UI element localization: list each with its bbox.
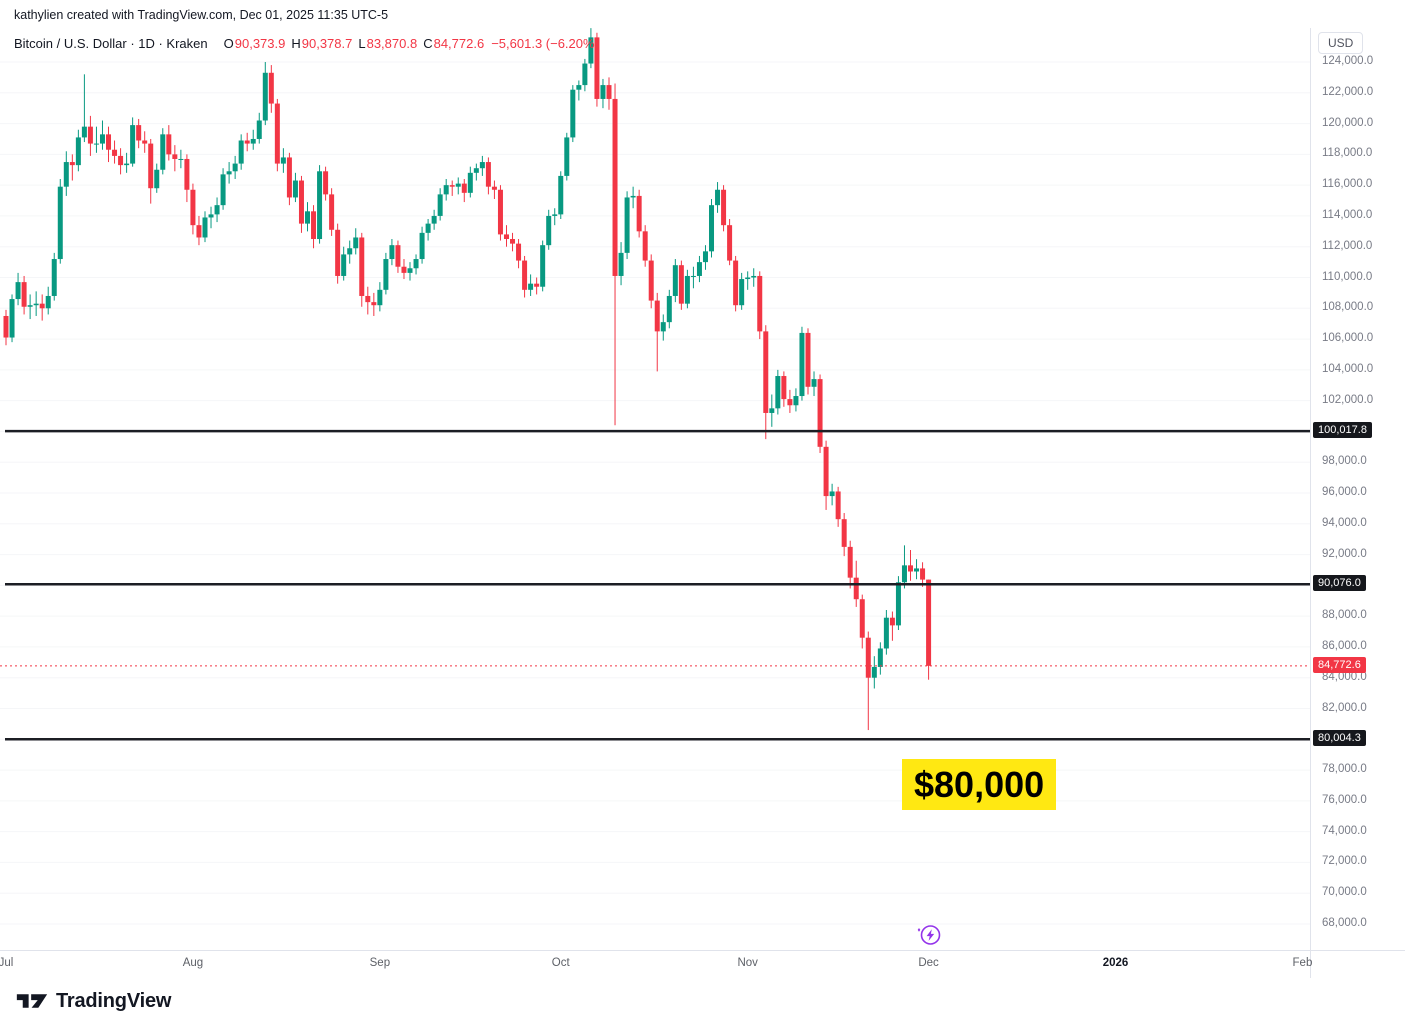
currency-unit-button[interactable]: USD xyxy=(1318,32,1364,54)
lightning-event-icon[interactable] xyxy=(915,922,943,948)
price-tick-label: 124,000.0 xyxy=(1322,55,1374,67)
price-tick-label: 122,000.0 xyxy=(1322,85,1374,98)
time-axis-label: Dec xyxy=(918,957,939,969)
spark-icon xyxy=(917,928,921,932)
level-price-label: 90,076.0 xyxy=(1313,575,1366,592)
price-tick-label: 112,000.0 xyxy=(1322,239,1373,252)
price-annotation[interactable]: $80,000 xyxy=(902,759,1057,810)
time-axis[interactable]: Jul Aug Sep Oct Nov Dec 2026 Feb xyxy=(0,950,1405,978)
price-tick-label: 68,000.0 xyxy=(1322,917,1367,929)
horizontal-level-lines[interactable] xyxy=(5,429,1310,741)
time-axis-label: Feb xyxy=(1292,957,1313,969)
price-tick-label: 88,000.0 xyxy=(1322,609,1367,622)
time-axis-label: Aug xyxy=(182,957,204,969)
chart-legend: Bitcoin / U.S. Dollar · 1D · Kraken O90,3… xyxy=(14,36,599,51)
price-tick-label: 106,000.0 xyxy=(1322,332,1374,345)
time-axis-label: Sep xyxy=(369,957,391,969)
legend-close-label: C xyxy=(423,36,433,51)
tradingview-logo[interactable]: TradingView xyxy=(16,989,171,1013)
price-tick-label: 72,000.0 xyxy=(1322,855,1367,868)
time-axis-label: Oct xyxy=(551,957,570,969)
legend-open-label: O xyxy=(223,36,234,51)
level-price-label: 100,017.8 xyxy=(1313,422,1372,439)
legend-low-value: 83,870.8 xyxy=(366,36,418,51)
price-tick-label: 78,000.0 xyxy=(1322,763,1367,776)
price-tick-label: 110,000.0 xyxy=(1322,270,1373,283)
price-tick-label: 86,000.0 xyxy=(1322,639,1367,652)
legend-low-label: L xyxy=(358,36,366,51)
price-tick-label: 104,000.0 xyxy=(1322,362,1374,375)
legend-high-label: H xyxy=(291,36,301,51)
legend-change-value: −5,601.3 (−6.20%) xyxy=(491,36,599,51)
level-price-label: 80,004.3 xyxy=(1313,730,1366,747)
candlestick-series xyxy=(3,28,932,731)
legend-high-value: 90,378.7 xyxy=(301,36,353,51)
footer-bar: TradingView xyxy=(0,978,1405,1036)
price-tick-label: 116,000.0 xyxy=(1322,178,1373,191)
price-tick-label: 82,000.0 xyxy=(1322,701,1367,714)
time-axis-label: Jul xyxy=(0,957,14,969)
price-tick-label: 84,000.0 xyxy=(1322,670,1367,683)
price-tick-label: 98,000.0 xyxy=(1322,455,1367,468)
symbol-description[interactable]: Bitcoin / U.S. Dollar · 1D · Kraken xyxy=(14,36,208,51)
price-tick-label: 92,000.0 xyxy=(1322,547,1367,560)
price-tick-label: 96,000.0 xyxy=(1322,486,1367,498)
tradingview-mark-icon xyxy=(16,994,48,1008)
time-axis-label: 2026 xyxy=(1102,957,1129,969)
price-tick-label: 102,000.0 xyxy=(1322,393,1374,406)
tradingview-brand-text: TradingView xyxy=(56,989,172,1012)
attribution-text: kathylien created with TradingView.com, … xyxy=(14,8,389,22)
price-tick-label: 118,000.0 xyxy=(1322,147,1373,160)
price-axis[interactable]: 124,000.0 122,000.0 120,000.0 118,000.0 116,… xyxy=(1310,0,1405,978)
legend-close-value: 84,772.6 xyxy=(433,36,485,51)
gridlines xyxy=(0,61,1310,925)
legend-open-value: 90,373.9 xyxy=(234,36,286,51)
price-tick-label: 114,000.0 xyxy=(1322,208,1373,221)
price-tick-label: 94,000.0 xyxy=(1322,516,1367,529)
price-tick-label: 70,000.0 xyxy=(1322,886,1367,899)
last-price-label: 84,772.6 xyxy=(1313,656,1366,673)
time-axis-label: Nov xyxy=(737,957,758,969)
price-tick-label: 76,000.0 xyxy=(1322,793,1367,806)
price-tick-label: 108,000.0 xyxy=(1322,301,1374,314)
price-tick-label: 74,000.0 xyxy=(1322,824,1367,837)
price-tick-label: 120,000.0 xyxy=(1322,116,1374,129)
